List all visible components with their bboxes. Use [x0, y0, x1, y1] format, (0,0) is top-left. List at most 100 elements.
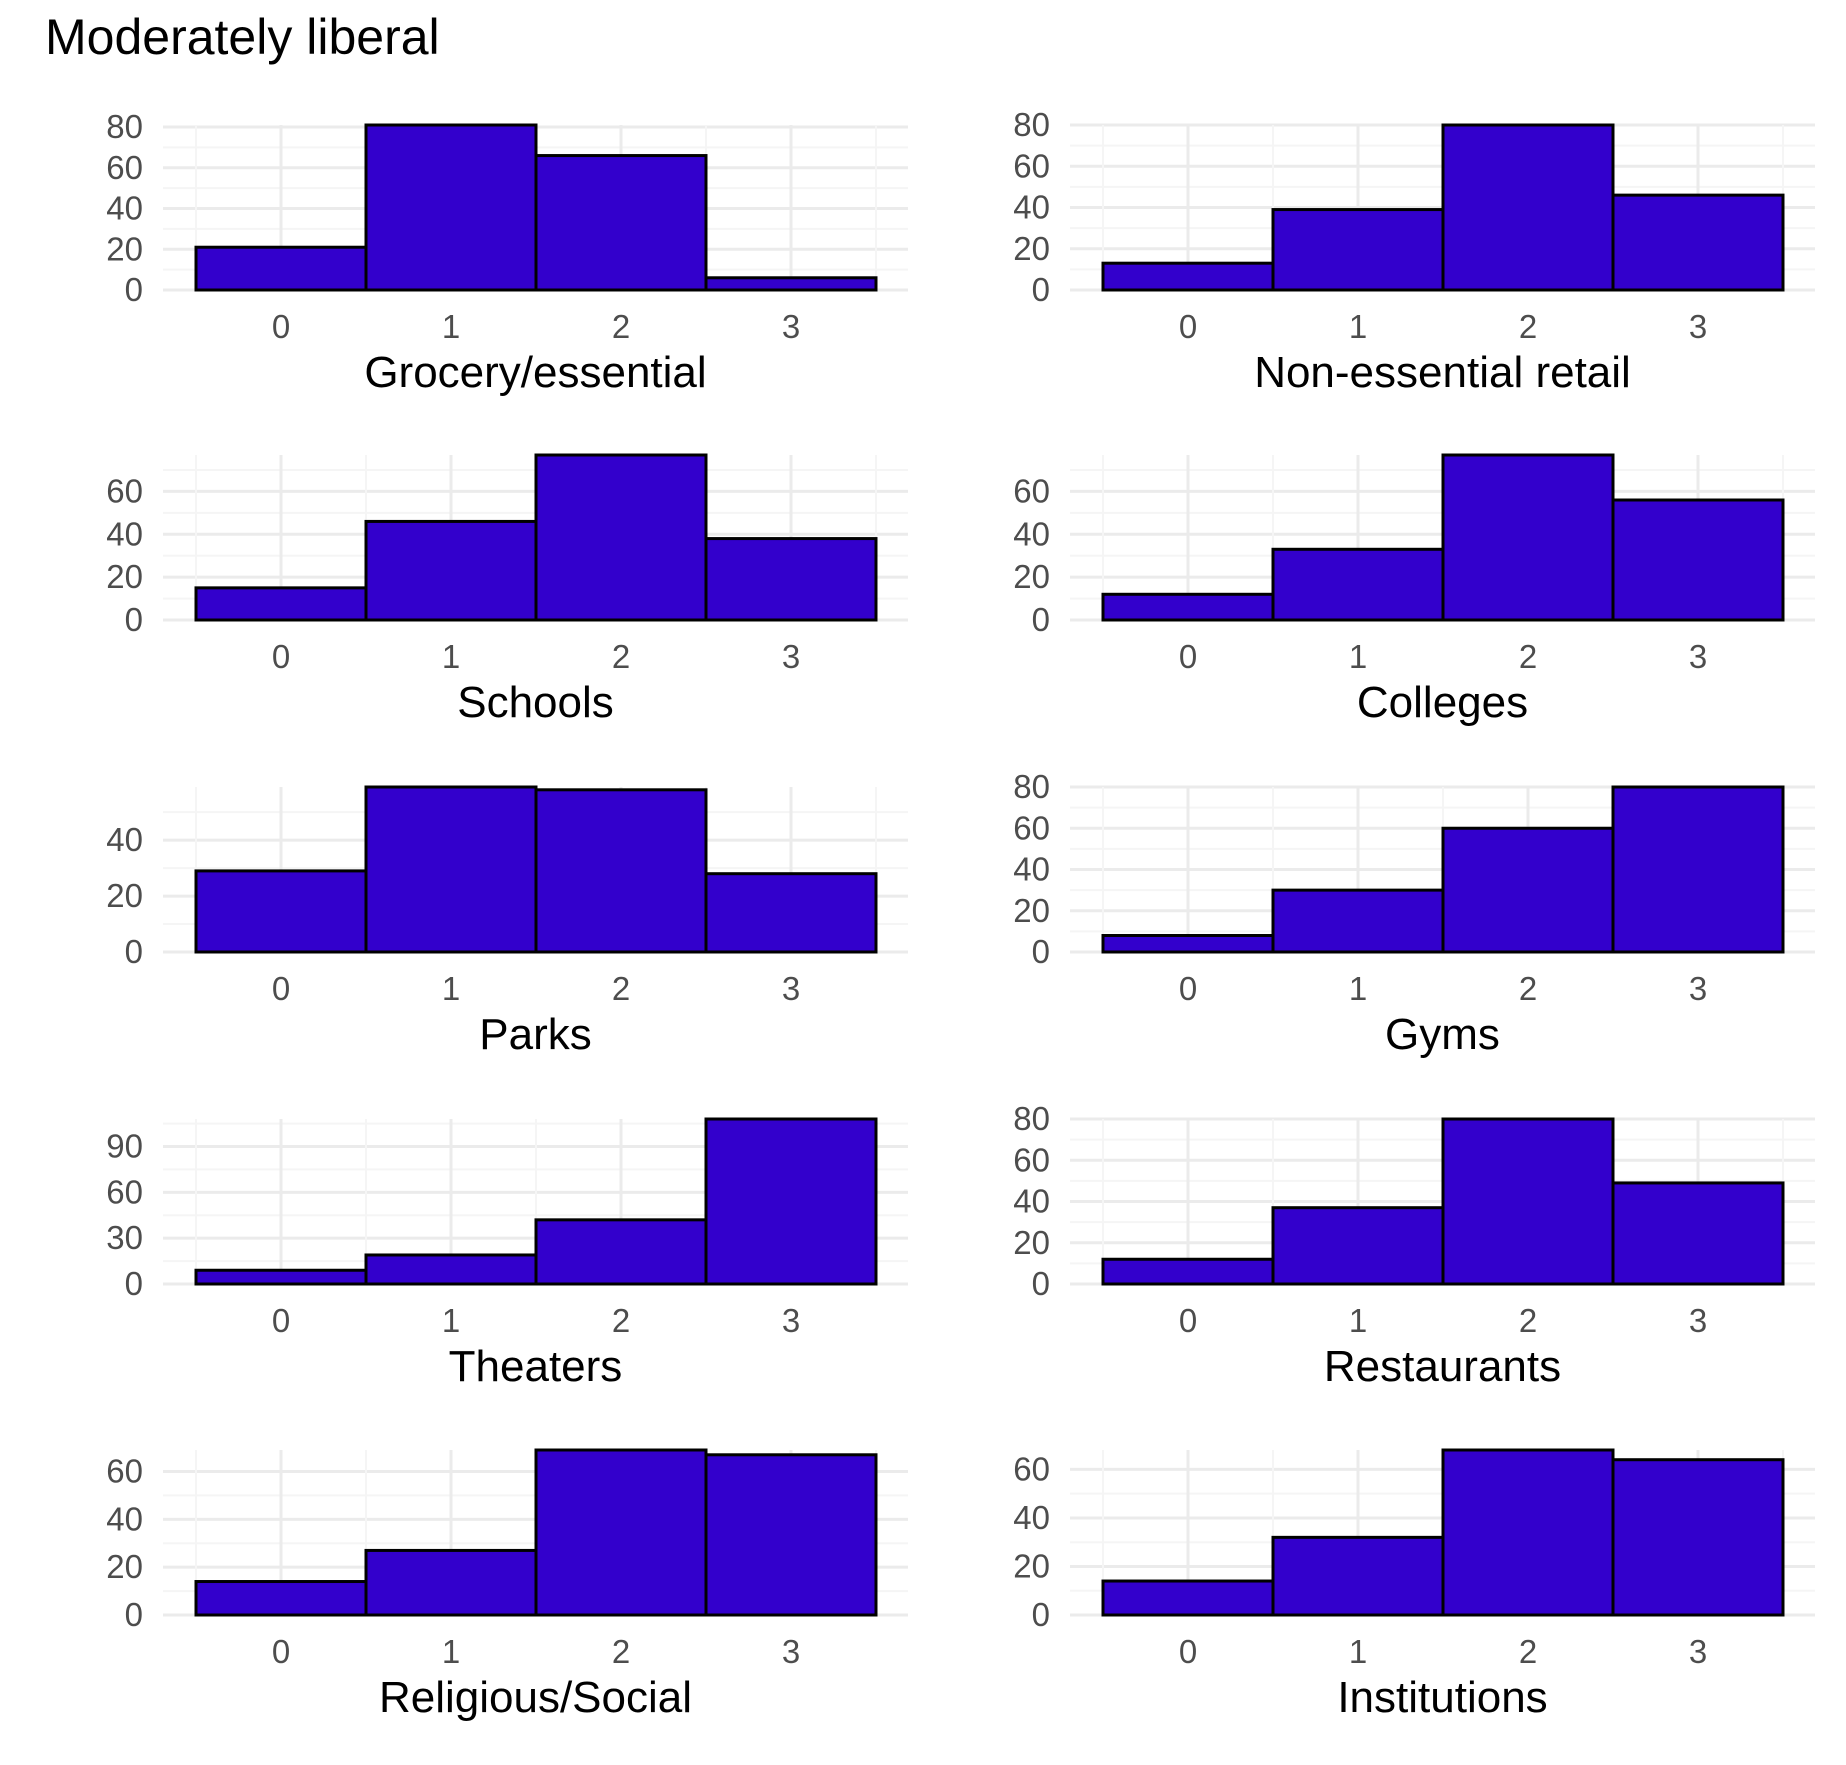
y-tick-label: 60 — [1013, 809, 1050, 846]
x-axis-title: Parks — [479, 1010, 591, 1059]
y-tick-label: 80 — [1013, 768, 1050, 805]
histogram-bar — [534, 453, 708, 622]
y-tick-label: 0 — [1032, 1265, 1050, 1302]
y-tick-label: 20 — [1013, 1224, 1050, 1261]
x-tick-label: 0 — [272, 638, 290, 675]
x-axis-title: Grocery/essential — [364, 348, 706, 397]
x-tick-label: 0 — [1179, 308, 1197, 345]
y-tick-label: 0 — [1032, 271, 1050, 308]
y-tick-label: 80 — [1013, 1100, 1050, 1137]
histogram-panel-non-essential-retail: 0 20 40 60 80 0 1 2 3 Non-essential retail — [1013, 106, 1815, 397]
y-tick-label: 0 — [125, 1596, 143, 1633]
histogram-bar — [364, 123, 538, 292]
x-tick-label: 2 — [612, 308, 630, 345]
histogram-bar — [534, 154, 708, 292]
y-tick-label: 80 — [1013, 106, 1050, 143]
histogram-bar — [194, 245, 368, 292]
x-tick-label: 3 — [782, 1633, 800, 1670]
x-tick-label: 1 — [1349, 1302, 1367, 1339]
y-tick-label: 60 — [106, 472, 143, 509]
histogram-bar — [1271, 1206, 1445, 1286]
histogram-bar — [364, 785, 538, 954]
histogram-bar — [1611, 1458, 1785, 1617]
x-tick-label: 1 — [442, 638, 460, 675]
histogram-bar — [194, 1580, 368, 1617]
x-tick-label: 1 — [1349, 308, 1367, 345]
y-tick-label: 40 — [1013, 851, 1050, 888]
histogram-bar — [704, 537, 878, 622]
y-tick-label: 20 — [1013, 892, 1050, 929]
y-tick-label: 0 — [1032, 601, 1050, 638]
histogram-bar — [1441, 826, 1615, 954]
x-tick-label: 1 — [442, 1302, 460, 1339]
histogram-panel-institutions: 0 20 40 60 0 1 2 3 Institutions — [1013, 1448, 1815, 1722]
histogram-bar — [1101, 261, 1275, 292]
x-axis-title: Gyms — [1385, 1010, 1500, 1059]
x-tick-label: 0 — [272, 970, 290, 1007]
x-tick-label: 3 — [1689, 308, 1707, 345]
y-tick-label: 0 — [125, 933, 143, 970]
x-tick-label: 0 — [1179, 1633, 1197, 1670]
histogram-bar — [1101, 1257, 1275, 1286]
y-tick-label: 60 — [1013, 147, 1050, 184]
y-tick-label: 20 — [106, 877, 143, 914]
histogram-bar — [1611, 193, 1785, 292]
x-axis-title: Colleges — [1357, 678, 1528, 727]
y-tick-label: 20 — [1013, 558, 1050, 595]
histogram-bar — [1441, 453, 1615, 622]
x-tick-label: 3 — [782, 970, 800, 1007]
histogram-bar — [534, 788, 708, 954]
y-tick-label: 60 — [1013, 1141, 1050, 1178]
y-tick-label: 0 — [125, 601, 143, 638]
histogram-bar — [194, 1268, 368, 1286]
histogram-bar — [1441, 1117, 1615, 1286]
x-tick-label: 1 — [442, 1633, 460, 1670]
histogram-bar — [704, 1117, 878, 1286]
histogram-bar — [1101, 934, 1275, 954]
x-tick-label: 1 — [442, 308, 460, 345]
histogram-bar — [1611, 785, 1785, 954]
x-axis-title: Institutions — [1337, 1673, 1547, 1722]
histogram-panel-gyms: 0 20 40 60 80 0 1 2 3 Gyms — [1013, 768, 1815, 1059]
y-tick-label: 60 — [1013, 1450, 1050, 1487]
histogram-panel-colleges: 0 20 40 60 0 1 2 3 Colleges — [1013, 453, 1815, 727]
histogram-bar — [534, 1218, 708, 1286]
histogram-bar — [1101, 592, 1275, 622]
x-tick-label: 2 — [612, 970, 630, 1007]
x-tick-label: 2 — [1519, 638, 1537, 675]
y-tick-label: 60 — [106, 149, 143, 186]
x-tick-label: 1 — [1349, 638, 1367, 675]
x-tick-label: 3 — [1689, 970, 1707, 1007]
x-tick-label: 3 — [1689, 1633, 1707, 1670]
x-axis-title: Theaters — [449, 1342, 623, 1391]
x-tick-label: 2 — [1519, 308, 1537, 345]
x-tick-label: 3 — [782, 308, 800, 345]
x-axis-title: Schools — [457, 678, 614, 727]
x-tick-label: 0 — [272, 1633, 290, 1670]
histogram-bar — [194, 869, 368, 954]
y-tick-label: 0 — [1032, 933, 1050, 970]
x-tick-label: 0 — [272, 1302, 290, 1339]
y-tick-label: 40 — [1013, 189, 1050, 226]
histogram-bar — [1611, 1181, 1785, 1286]
x-tick-label: 1 — [442, 970, 460, 1007]
histogram-bar — [1441, 1448, 1615, 1617]
histogram-bar — [704, 1453, 878, 1617]
x-tick-label: 2 — [612, 1302, 630, 1339]
x-tick-label: 2 — [1519, 1633, 1537, 1670]
histogram-bar — [194, 586, 368, 622]
y-tick-label: 20 — [1013, 230, 1050, 267]
histogram-bar — [1441, 123, 1615, 292]
x-tick-label: 0 — [1179, 638, 1197, 675]
x-tick-label: 2 — [1519, 970, 1537, 1007]
x-tick-label: 0 — [1179, 1302, 1197, 1339]
histogram-bar — [534, 1448, 708, 1617]
histogram-bar — [704, 276, 878, 292]
histogram-panel-religious-social: 0 20 40 60 0 1 2 3 Religious/Social — [106, 1448, 908, 1722]
histogram-bar — [1611, 498, 1785, 622]
y-tick-label: 40 — [1013, 1499, 1050, 1536]
y-tick-label: 40 — [106, 1500, 143, 1537]
y-tick-label: 30 — [106, 1219, 143, 1256]
